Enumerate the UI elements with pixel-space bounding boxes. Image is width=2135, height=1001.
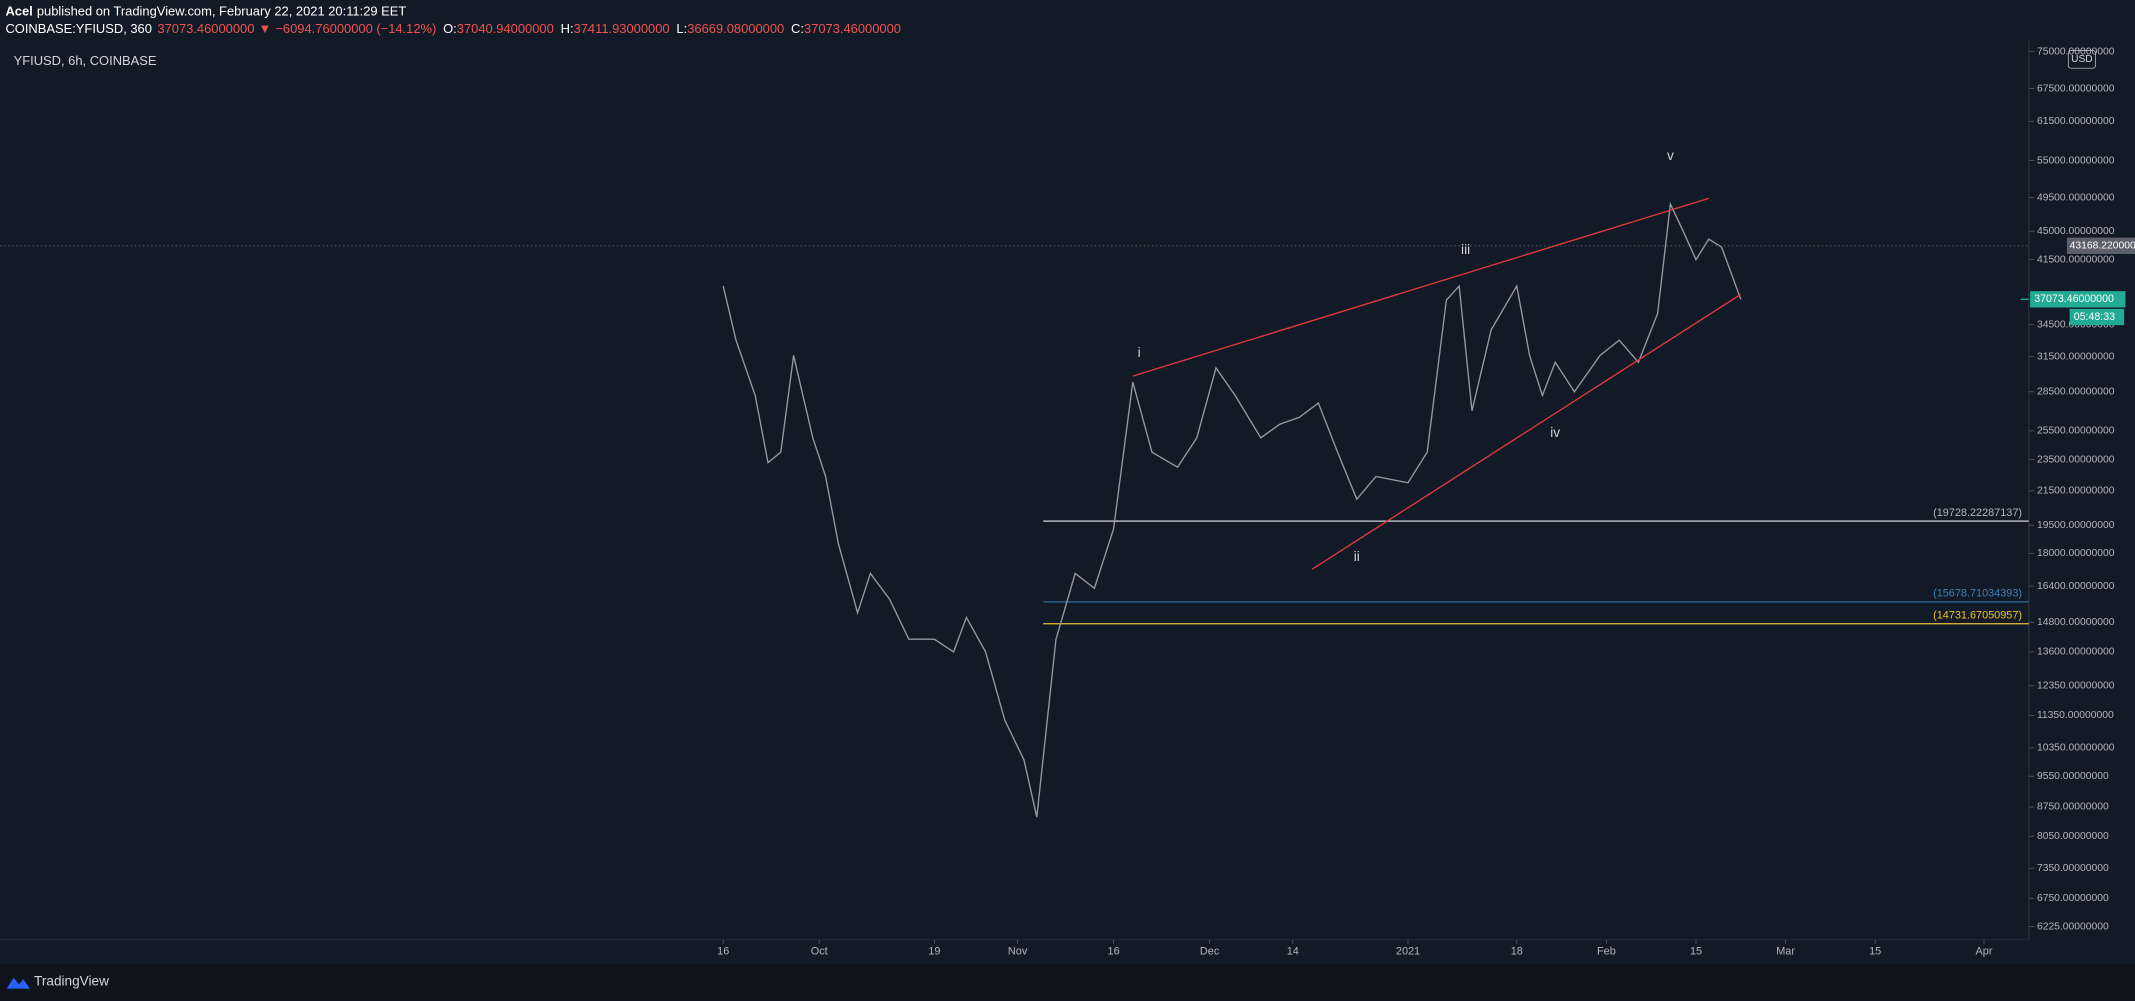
brand-logo	[6, 977, 30, 989]
x-tick-label: Apr	[1976, 946, 1993, 958]
y-tick-label: 45000.00000000	[2037, 226, 2115, 237]
ohlc-label: H:	[561, 21, 574, 36]
y-tick-label: 19500.00000000	[2037, 520, 2115, 531]
y-tick-label: 13600.00000000	[2037, 647, 2115, 658]
last: 37073.46000000	[157, 21, 254, 36]
y-tick-label: 61500.00000000	[2037, 116, 2115, 127]
y-tick-label: 14800.00000000	[2037, 617, 2115, 628]
y-tick-label: 6750.00000000	[2037, 893, 2109, 904]
countdown-box	[2069, 308, 2125, 326]
ohlc-label: O:	[443, 21, 457, 36]
x-tick-label: 14	[1287, 946, 1299, 958]
y-tick-label: 75000.00000000	[2037, 46, 2115, 57]
prev-close-label: 43168.22000000	[2070, 241, 2135, 252]
y-tick-label: 6225.00000000	[2037, 921, 2109, 932]
x-tick-label: 19	[928, 946, 940, 958]
last-price-box	[2030, 291, 2126, 308]
trend-line	[1311, 293, 1742, 570]
y-tick-label: 12350.00000000	[2037, 681, 2115, 692]
legend-text: YFIUSD, 6h, COINBASE	[14, 53, 157, 68]
y-tick-label: 16400.00000000	[2037, 581, 2115, 592]
brand: TradingView	[34, 973, 109, 988]
wave-label: iv	[1550, 425, 1560, 440]
ohlc-value: 36669.08000000	[687, 21, 784, 36]
last-price-label: 37073.46000000	[2034, 293, 2114, 305]
y-tick-label: 8050.00000000	[2037, 831, 2109, 842]
y-tick-label: 11350.00000000	[2037, 710, 2114, 721]
symbol: COINBASE:YFIUSD, 360	[5, 21, 152, 36]
published: published on TradingView.com, February 2…	[37, 4, 407, 19]
x-tick-label: Oct	[811, 946, 828, 958]
y-tick-label: 31500.00000000	[2037, 351, 2115, 362]
prev-close-box	[2066, 237, 2135, 254]
y-tick-label: 25500.00000000	[2037, 426, 2115, 437]
wave-label: v	[1667, 148, 1674, 163]
y-tick-label: 49500.00000000	[2037, 192, 2115, 203]
wave-label: i	[1138, 345, 1141, 360]
author: Acel	[5, 4, 32, 19]
countdown: 05:48:33	[2074, 311, 2115, 323]
y-tick-label: 21500.00000000	[2037, 486, 2115, 497]
trend-line	[1132, 197, 1709, 377]
x-tick-label: 16	[717, 946, 729, 958]
y-tick-label: 8750.00000000	[2037, 802, 2109, 813]
y-tick-label: 23500.00000000	[2037, 454, 2115, 465]
level-label: (15678.71034393)	[1933, 588, 2022, 600]
wave-label: iii	[1461, 242, 1470, 257]
x-tick-label: Feb	[1597, 946, 1616, 958]
ohlc-value: 37040.94000000	[457, 21, 554, 36]
x-tick-label: 2021	[1396, 946, 1420, 958]
level-label: (19728.22287137)	[1933, 507, 2022, 519]
ohlc-label: L:	[676, 21, 687, 36]
wave-label: ii	[1354, 549, 1360, 564]
y-tick-label: 10350.00000000	[2037, 743, 2115, 754]
y-tick-label: 9550.00000000	[2037, 771, 2109, 782]
x-tick-label: 15	[1690, 946, 1702, 958]
ohlc-label: C:	[791, 21, 804, 36]
y-tick-label: 41500.00000000	[2037, 254, 2115, 265]
arrow: ▼	[258, 21, 271, 36]
y-tick-label: 55000.00000000	[2037, 155, 2115, 166]
price-line	[722, 201, 1742, 818]
change: −6094.76000000 (−14.12%)	[275, 21, 436, 36]
y-tick-label: 67500.00000000	[2037, 83, 2115, 94]
x-tick-label: Nov	[1008, 946, 1028, 958]
published-line: Acel published on TradingView.com, Februa…	[5, 4, 406, 19]
logo-icon	[6, 977, 30, 989]
ohlc-value: 37411.93000000	[574, 21, 670, 36]
symbol-line: COINBASE:YFIUSD, 360 37073.46000000 ▼ −6094…	[5, 21, 901, 36]
ohlc-value: 37073.46000000	[804, 21, 901, 36]
y-tick-label: 7350.00000000	[2037, 863, 2109, 874]
x-tick-label: 15	[1869, 946, 1881, 958]
currency-badge	[2067, 50, 2096, 69]
x-tick-label: Mar	[1776, 946, 1795, 958]
x-tick-label: 16	[1108, 946, 1120, 958]
footer-bar	[0, 964, 2135, 1001]
x-tick-label: 18	[1511, 946, 1523, 958]
y-tick-label: 18000.00000000	[2037, 548, 2115, 559]
level-label: (14731.67050957)	[1933, 610, 2022, 622]
y-tick-label: 28500.00000000	[2037, 387, 2115, 398]
currency: USD	[2071, 54, 2093, 65]
x-tick-label: Dec	[1200, 946, 1220, 958]
